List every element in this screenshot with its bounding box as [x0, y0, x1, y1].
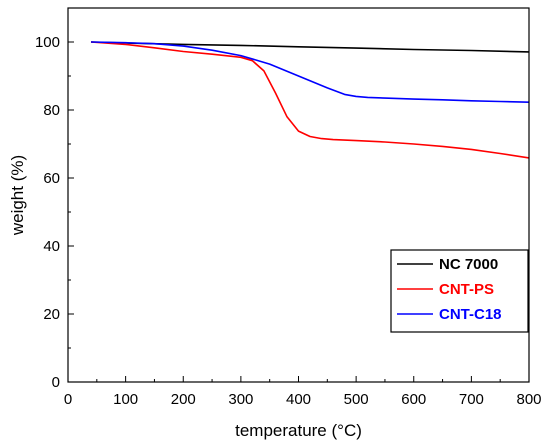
- y-tick-label: 20: [43, 306, 60, 323]
- y-axis-ticks: 0 20 40 60 80 100: [35, 7, 74, 391]
- legend: NC 7000 CNT-PS CNT-C18: [390, 249, 529, 333]
- x-tick-label: 600: [401, 391, 426, 408]
- x-tick-label: 200: [171, 391, 196, 408]
- legend-label: CNT-C18: [439, 306, 502, 323]
- x-tick-label: 700: [459, 391, 484, 408]
- x-axis-title: temperature (°C): [235, 421, 362, 440]
- x-axis-ticks: 0 100 200 300 400 500 600 700 800: [64, 376, 542, 408]
- series-line-2: [90, 41, 530, 103]
- series-lines: [90, 41, 530, 159]
- x-tick-label: 400: [286, 391, 311, 408]
- y-tick-label: 0: [52, 374, 60, 391]
- x-tick-label: 300: [228, 391, 253, 408]
- y-axis-title: weight (%): [8, 155, 27, 236]
- x-tick-label: 500: [344, 391, 369, 408]
- y-tick-label: 40: [43, 238, 60, 255]
- y-tick-label: 60: [43, 170, 60, 187]
- x-tick-label: 100: [113, 391, 138, 408]
- y-tick-label: 100: [35, 34, 60, 51]
- x-tick-label: 800: [516, 391, 541, 408]
- series-line-1: [90, 41, 530, 159]
- y-tick-label: 80: [43, 102, 60, 119]
- legend-label: NC 7000: [439, 256, 498, 273]
- x-tick-label: 0: [64, 391, 72, 408]
- legend-label: CNT-PS: [439, 281, 494, 298]
